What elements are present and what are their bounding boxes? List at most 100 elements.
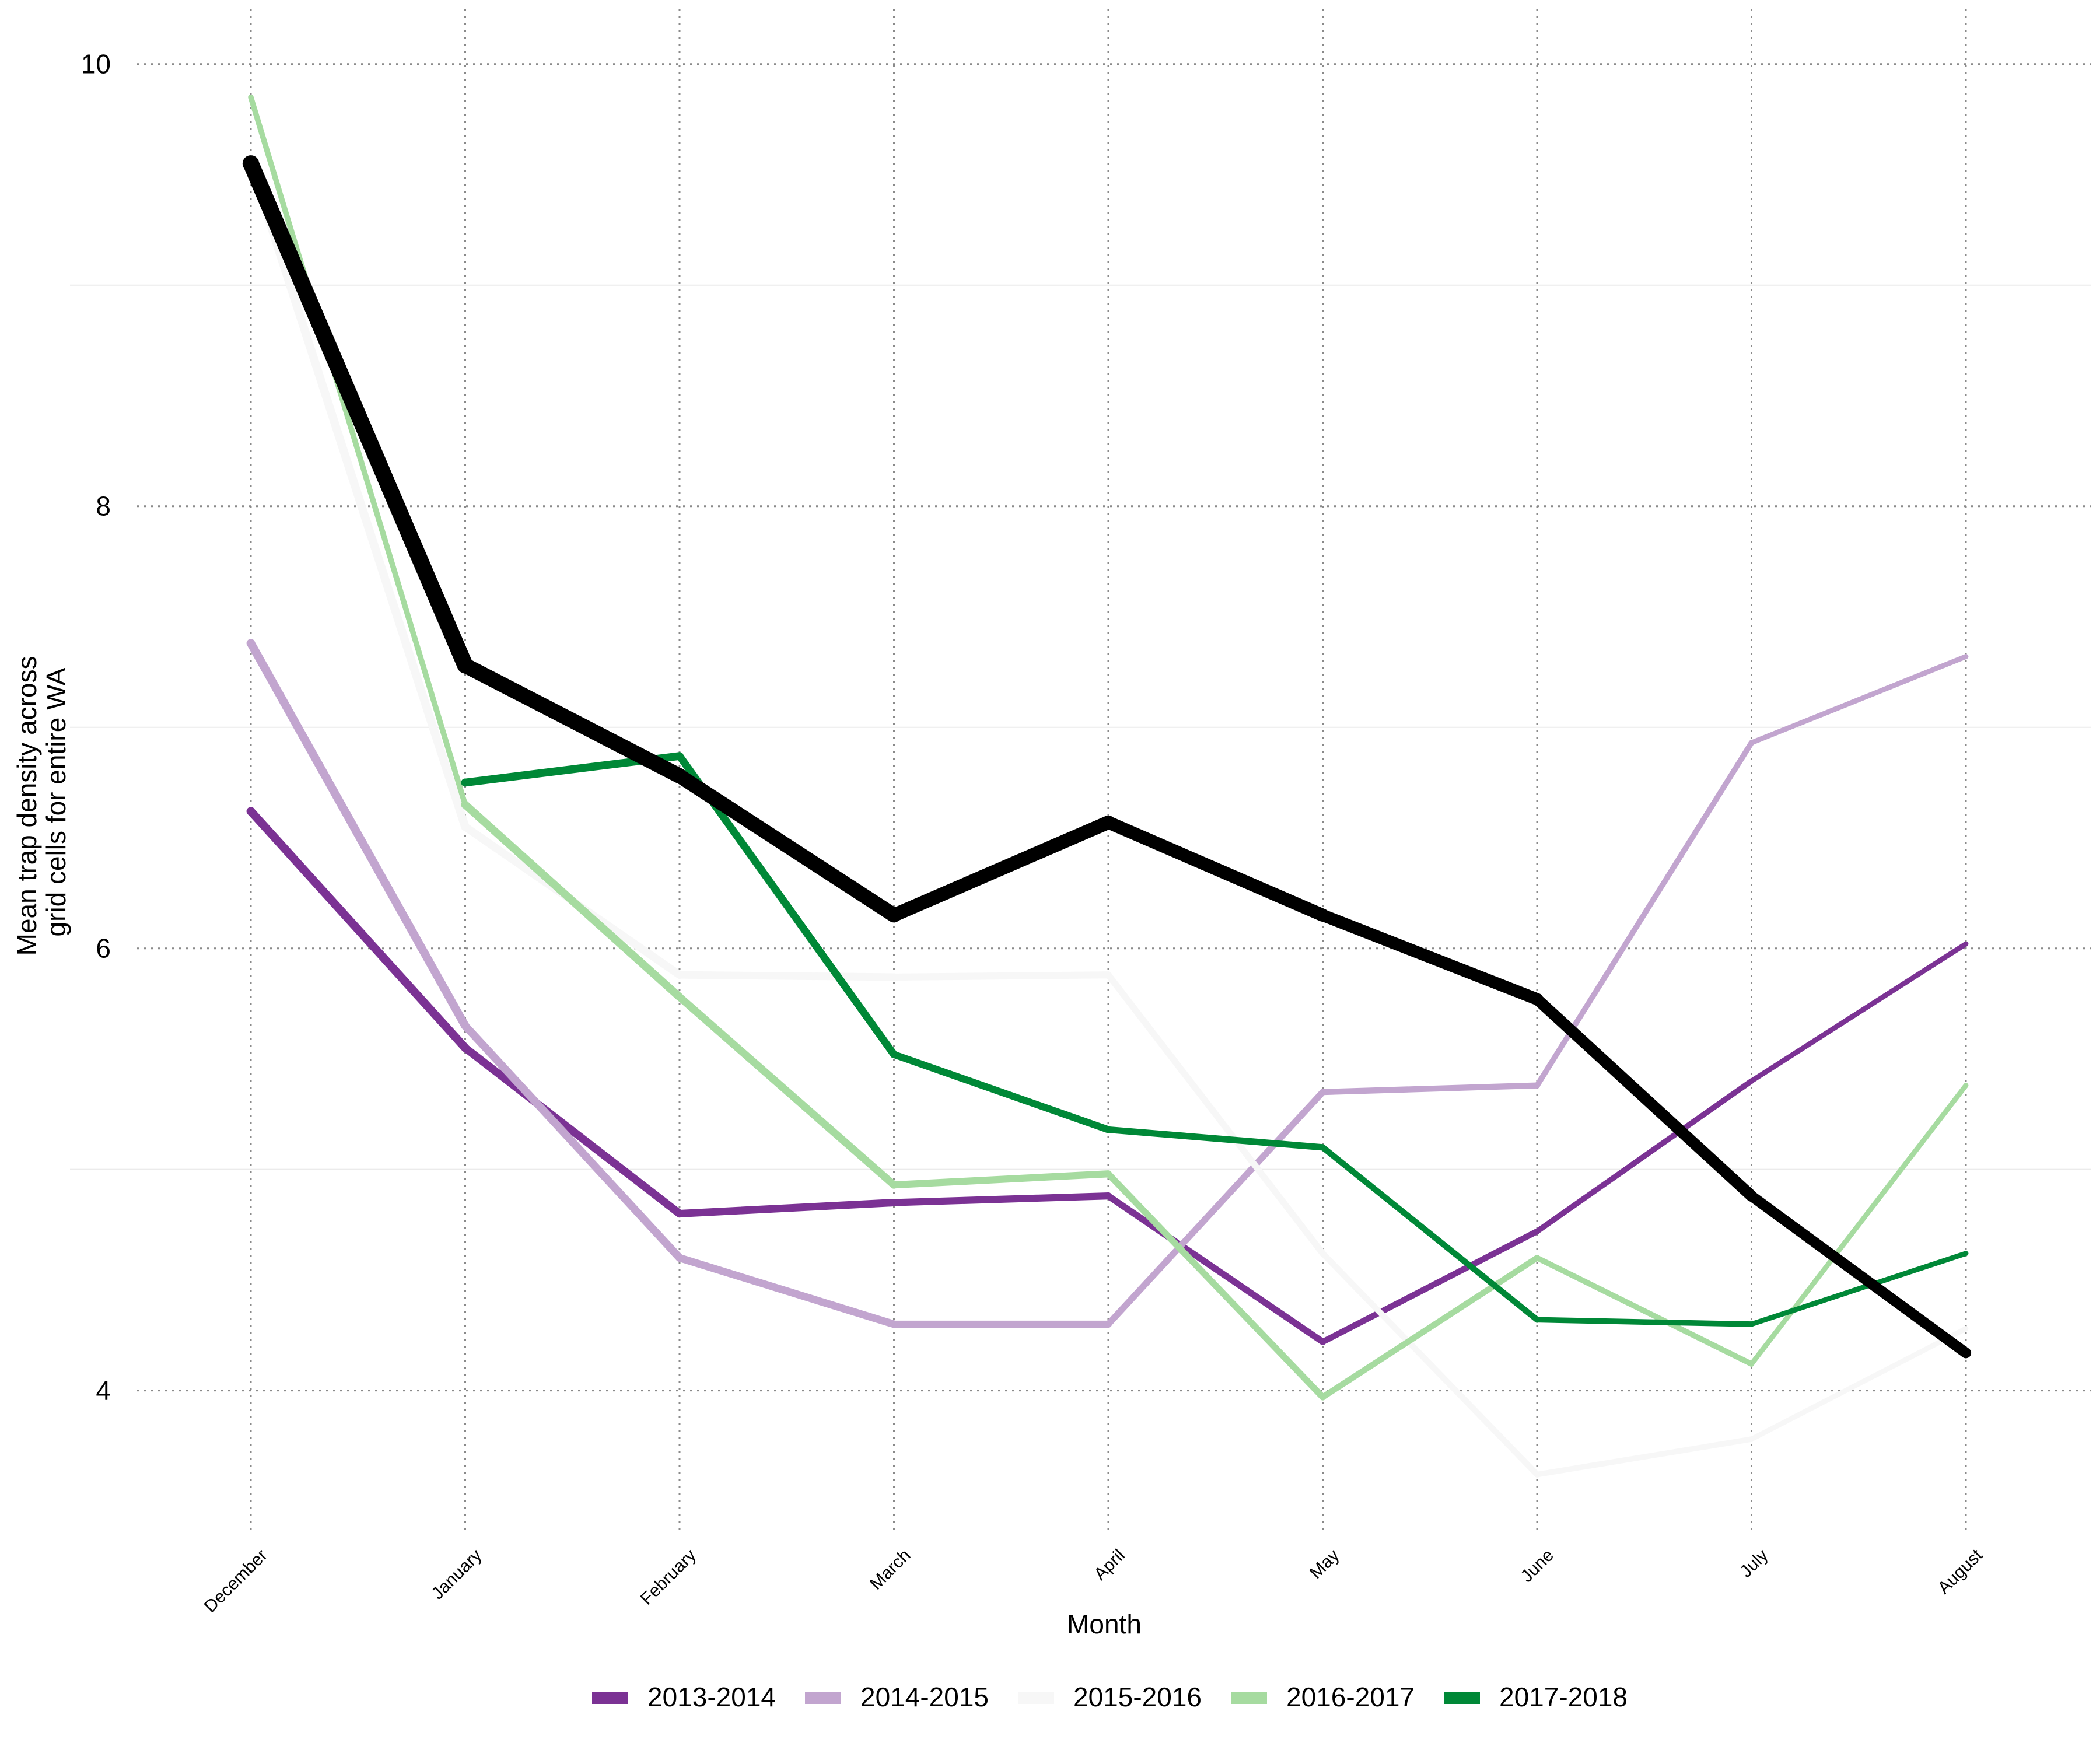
- data-point: [1963, 654, 1969, 659]
- data-point: [890, 1051, 898, 1058]
- legend-item-2016-2017: 2016-2017: [1231, 1682, 1415, 1712]
- series-segment: [1749, 1083, 1969, 1367]
- data-point: [246, 807, 256, 816]
- data-point: [1746, 1190, 1757, 1202]
- series-segment: [1534, 1436, 1755, 1478]
- data-point: [461, 800, 470, 809]
- legend-item-2013-2014: 2013-2014: [592, 1682, 776, 1712]
- data-point: [676, 993, 684, 1001]
- series-segment: [461, 1044, 684, 1218]
- data-point: [672, 768, 687, 783]
- series-segment: [1534, 1255, 1755, 1367]
- data-point: [1320, 1144, 1326, 1151]
- data-point: [249, 96, 253, 99]
- series-segment: [246, 807, 470, 1052]
- series-segment: [1105, 1089, 1326, 1328]
- series-segment: [887, 815, 1115, 922]
- data-point: [1320, 1250, 1326, 1257]
- series-segment: [1317, 909, 1544, 1006]
- y-tick-label: 8: [96, 491, 111, 522]
- data-point: [1534, 1228, 1540, 1234]
- series-segment: [1320, 1082, 1541, 1096]
- data-point: [1963, 1251, 1969, 1256]
- series-segment: [248, 94, 468, 808]
- series-segment: [1534, 1078, 1755, 1234]
- data-point: [890, 1320, 898, 1328]
- series-segment: [676, 1199, 898, 1217]
- data-point: [1105, 1126, 1112, 1133]
- series-segment: [1749, 941, 1969, 1084]
- data-point: [890, 1181, 898, 1189]
- data-point: [1534, 1255, 1540, 1261]
- series-segment: [1105, 971, 1326, 1257]
- series-segment: [676, 1254, 898, 1328]
- legend-label: 2015-2016: [1073, 1682, 1202, 1712]
- series-segment: [246, 159, 470, 831]
- series-segment: [1320, 1228, 1541, 1345]
- series-segment: [890, 971, 1112, 981]
- data-point: [1748, 1321, 1755, 1327]
- legend-item-2017-2018: 2017-2018: [1444, 1682, 1628, 1712]
- data-point: [890, 1199, 898, 1206]
- series-segment: [1320, 1144, 1541, 1323]
- data-point: [1748, 1361, 1755, 1367]
- data-point: [1105, 1192, 1112, 1199]
- series-segment: [246, 639, 470, 1030]
- data-point: [1105, 1170, 1112, 1178]
- x-axis-title: Month: [1067, 1609, 1142, 1639]
- series-segment: [1749, 654, 1969, 746]
- data-point: [1316, 909, 1329, 922]
- data-point: [1534, 1471, 1540, 1478]
- series-segment: [676, 971, 898, 981]
- series-segment: [1101, 816, 1329, 922]
- series-segment: [1531, 993, 1758, 1202]
- data-point: [1534, 1317, 1540, 1323]
- legend: 2013-2014 2014-2015 2015-2016 2016-2017 2017…: [592, 1682, 1628, 1712]
- series-segment: [1320, 1255, 1541, 1401]
- y-tick-label: 6: [96, 933, 111, 964]
- data-point: [676, 971, 684, 979]
- series-segment: [1105, 1192, 1326, 1345]
- series-segment: [890, 1051, 1112, 1133]
- data-point: [1531, 993, 1544, 1005]
- series-2016-2017: [248, 94, 1969, 1401]
- legend-item-2014-2015: 2014-2015: [805, 1682, 989, 1712]
- data-point: [1963, 1083, 1969, 1088]
- legend-label: 2017-2018: [1499, 1682, 1628, 1712]
- data-point: [676, 752, 684, 760]
- data-point: [676, 1209, 684, 1218]
- data-point: [242, 155, 260, 172]
- data-point: [1961, 1348, 1971, 1359]
- series-segment: [1320, 1250, 1541, 1478]
- legend-label: 2014-2015: [860, 1682, 989, 1712]
- data-point: [457, 657, 473, 674]
- series-segment: [890, 1170, 1112, 1189]
- data-point: [1101, 816, 1115, 830]
- data-point: [1963, 1326, 1969, 1331]
- series-segment: [1105, 1126, 1326, 1151]
- y-axis-ticks: 4 6 8 10: [81, 49, 111, 1406]
- data-point: [1963, 941, 1969, 947]
- data-point: [246, 639, 256, 648]
- series-segment: [672, 768, 901, 923]
- data-point: [461, 1044, 470, 1052]
- y-axis-title: Mean trap density across grid cells for …: [12, 649, 71, 956]
- series-segment: [676, 993, 898, 1189]
- data-point: [1748, 740, 1755, 746]
- data-point: [890, 973, 898, 981]
- data-point: [1534, 1082, 1540, 1089]
- series-segment: [457, 657, 688, 784]
- series-segment: [243, 155, 474, 674]
- data-point: [461, 778, 470, 787]
- series-segment: [1749, 1251, 1969, 1327]
- y-axis-title-line-1: Mean trap density across: [12, 656, 42, 956]
- series-segment: [461, 800, 684, 1001]
- data-point: [1320, 1089, 1326, 1096]
- data-point: [1320, 1394, 1326, 1401]
- series-unnamed: [242, 155, 1972, 1359]
- data-point: [1748, 1436, 1755, 1442]
- legend-label: 2013-2014: [648, 1682, 776, 1712]
